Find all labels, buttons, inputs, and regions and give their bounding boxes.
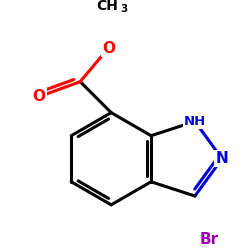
Text: 3: 3 xyxy=(121,4,128,14)
Text: N: N xyxy=(216,151,228,166)
Text: CH: CH xyxy=(96,0,118,13)
Text: O: O xyxy=(32,89,46,104)
Text: O: O xyxy=(102,41,115,56)
Text: Br: Br xyxy=(200,232,219,247)
Text: NH: NH xyxy=(184,115,206,128)
